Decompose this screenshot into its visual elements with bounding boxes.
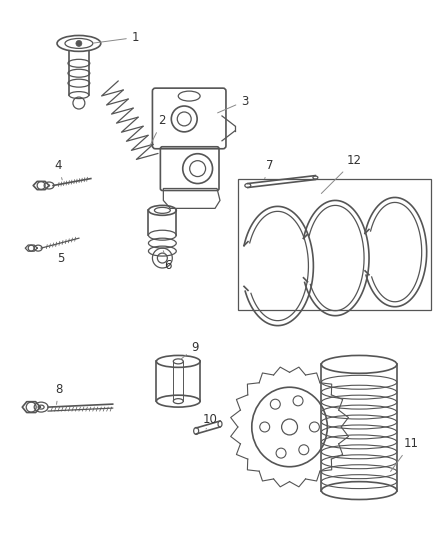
- Text: 12: 12: [321, 154, 361, 193]
- Text: 5: 5: [55, 245, 64, 264]
- Text: 1: 1: [93, 31, 139, 44]
- Text: 4: 4: [54, 159, 62, 180]
- Text: 6: 6: [163, 251, 172, 271]
- Bar: [237, 179, 430, 310]
- Text: 2: 2: [149, 115, 166, 146]
- Text: 8: 8: [55, 383, 63, 405]
- Text: 10: 10: [202, 413, 217, 429]
- Text: 11: 11: [390, 438, 417, 472]
- Circle shape: [76, 41, 82, 46]
- Text: 7: 7: [264, 159, 273, 179]
- Text: 3: 3: [217, 94, 248, 113]
- Text: 9: 9: [180, 341, 198, 360]
